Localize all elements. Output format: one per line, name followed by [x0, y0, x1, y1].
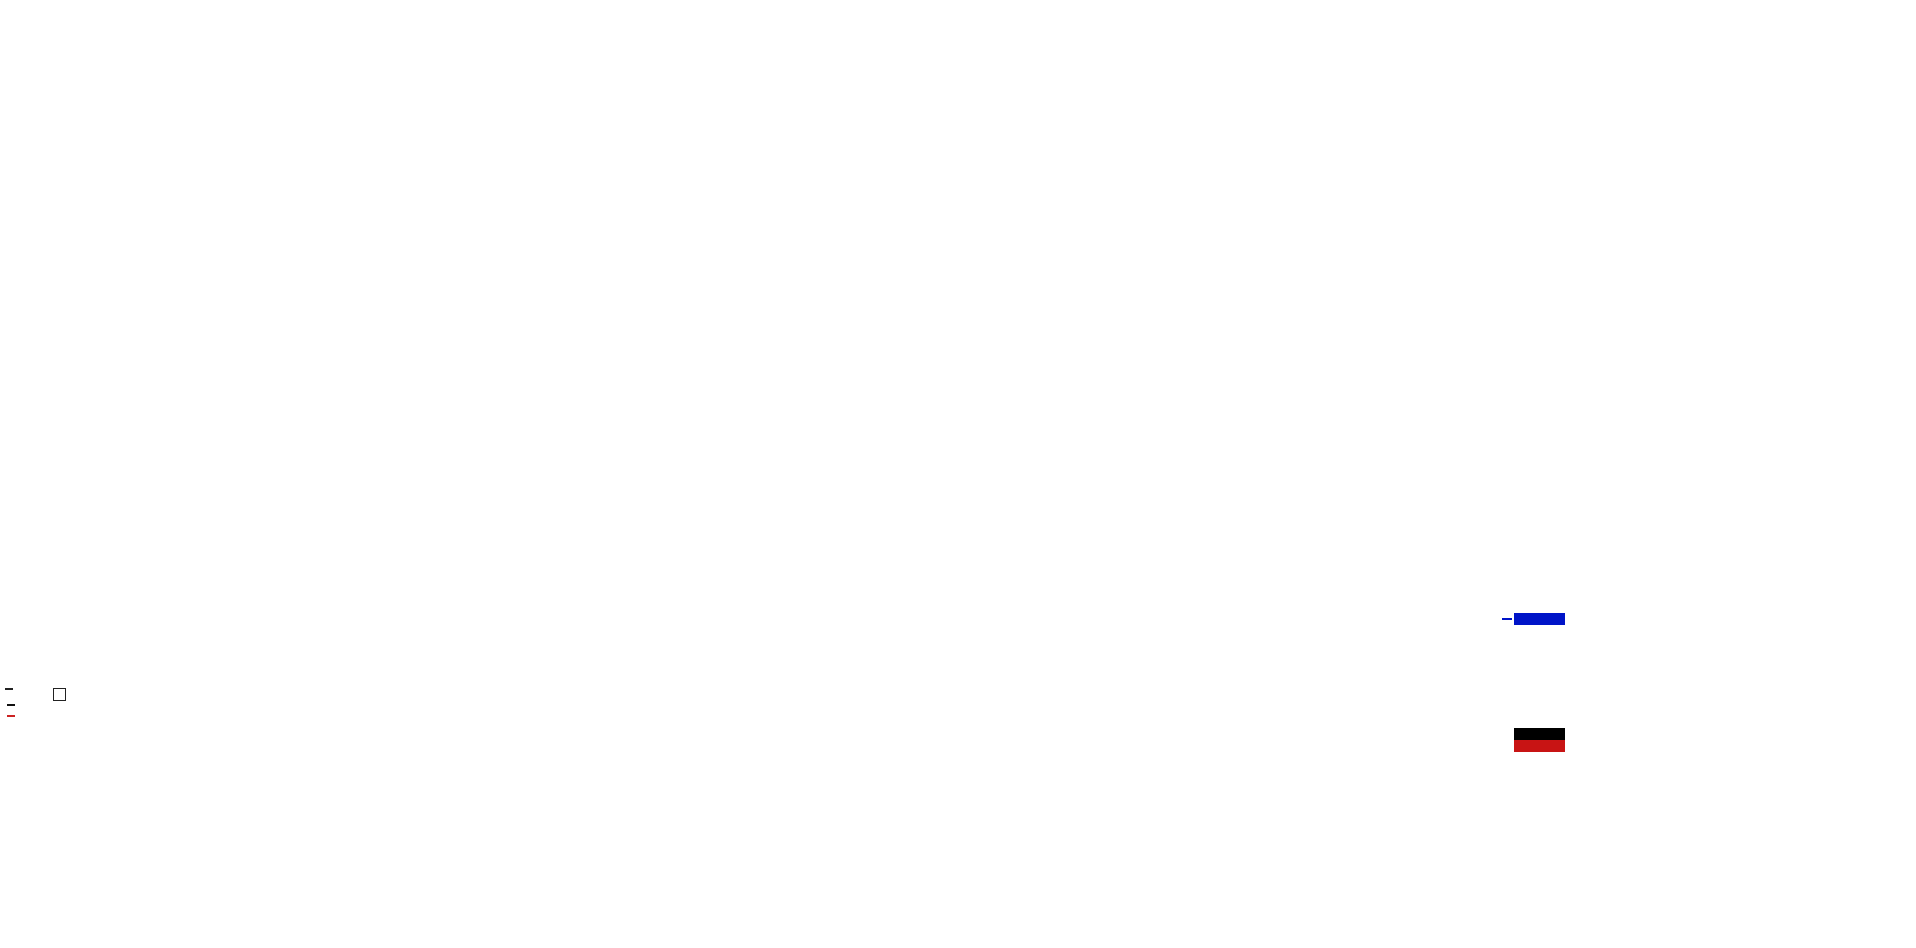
d-line-swatch: [7, 714, 15, 717]
stoch-k-label: [7, 701, 17, 711]
stoch-d-label: [7, 712, 17, 722]
stochastic-indicator-label[interactable]: [5, 688, 13, 690]
stoch-k-value-badge: [1514, 728, 1565, 740]
plus-icon[interactable]: [53, 688, 66, 701]
current-price-tag: [1514, 613, 1565, 625]
k-line-swatch: [7, 703, 15, 706]
price-tag-pointer: [1502, 618, 1512, 620]
stoch-d-value-badge: [1514, 740, 1565, 752]
